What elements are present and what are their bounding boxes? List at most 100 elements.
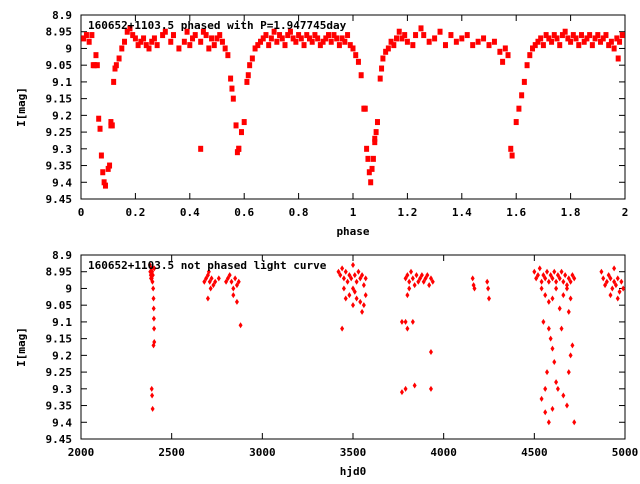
data-point: [614, 35, 620, 42]
data-point: [369, 165, 375, 172]
data-point: [362, 105, 368, 112]
data-point: [426, 38, 432, 45]
data-point: [282, 42, 288, 49]
data-point: [539, 278, 544, 285]
data-point: [366, 169, 372, 176]
data-point: [559, 268, 564, 275]
data-point: [108, 122, 114, 129]
data-point: [545, 369, 550, 376]
data-point: [377, 75, 383, 82]
data-point: [388, 38, 394, 45]
data-point: [405, 292, 410, 299]
data-point: [263, 32, 269, 39]
data-point: [331, 32, 337, 39]
data-point: [564, 285, 569, 292]
data-point: [554, 379, 559, 386]
data-point: [568, 278, 573, 285]
data-point: [108, 119, 114, 126]
data-point: [149, 385, 154, 392]
data-point: [217, 32, 223, 39]
data-point: [233, 275, 238, 282]
data-point: [360, 308, 365, 315]
data-point: [537, 265, 542, 272]
data-point: [211, 42, 217, 49]
data-point: [352, 272, 357, 279]
data-point: [404, 38, 410, 45]
data-point: [608, 275, 613, 282]
data-point: [396, 28, 402, 35]
x-tick-label: 2: [622, 206, 629, 219]
data-point: [541, 272, 546, 279]
y-tick-label: 9.15: [46, 93, 73, 106]
y-tick-label: 9.4: [52, 176, 72, 189]
data-point: [505, 52, 511, 59]
y-tick-label: 9.15: [46, 333, 73, 346]
data-point: [229, 85, 235, 92]
data-point: [555, 272, 560, 279]
data-point: [548, 335, 553, 342]
data-point: [258, 38, 264, 45]
data-point: [603, 32, 609, 39]
data-point: [370, 155, 376, 162]
y-tick-label: 9.4: [52, 416, 72, 429]
data-point: [209, 275, 214, 282]
data-point: [296, 32, 302, 39]
data-point: [146, 45, 152, 52]
data-point: [610, 285, 615, 292]
data-point: [421, 32, 427, 39]
data-point: [532, 42, 538, 49]
data-point: [238, 322, 243, 329]
data-point: [206, 45, 212, 52]
data-point: [349, 275, 354, 282]
data-point: [309, 38, 315, 45]
data-point: [427, 282, 432, 289]
data-point: [418, 25, 424, 32]
y-tick-label: 8.95: [46, 266, 73, 279]
data-point: [341, 275, 346, 282]
data-point: [345, 278, 350, 285]
data-point: [568, 295, 573, 302]
y-tick-label: 9.25: [46, 366, 73, 379]
data-point: [617, 288, 622, 295]
data-point: [236, 278, 241, 285]
data-point: [612, 278, 617, 285]
data-point: [228, 75, 234, 82]
data-point: [274, 38, 280, 45]
data-point: [576, 42, 582, 49]
data-point: [405, 272, 410, 279]
data-point: [541, 318, 546, 325]
data-point: [244, 78, 250, 85]
data-point: [231, 292, 236, 299]
data-point: [160, 32, 166, 39]
data-point: [416, 278, 421, 285]
data-point: [497, 48, 503, 55]
y-tick-label: 9.1: [52, 76, 72, 89]
data-point: [301, 42, 307, 49]
data-point: [151, 35, 157, 42]
data-point: [208, 285, 213, 292]
data-point: [343, 268, 348, 275]
data-point: [615, 275, 620, 282]
data-point: [428, 275, 433, 282]
data-point: [211, 282, 216, 289]
data-point: [198, 145, 204, 152]
x-tick-label: 0: [78, 206, 85, 219]
x-tick-label: 0.6: [234, 206, 254, 219]
data-point: [539, 285, 544, 292]
data-point: [409, 268, 414, 275]
data-point: [459, 35, 465, 42]
data-point: [453, 38, 459, 45]
data-point: [340, 265, 345, 272]
data-point: [236, 145, 242, 152]
data-point: [568, 38, 574, 45]
data-point: [285, 32, 291, 39]
data-point: [385, 45, 391, 52]
data-point: [554, 285, 559, 292]
data-point: [403, 318, 408, 325]
data-point: [570, 32, 576, 39]
data-point: [374, 119, 380, 126]
y-tick-label: 9.2: [52, 109, 72, 122]
data-point: [219, 38, 225, 45]
data-point: [216, 275, 221, 282]
